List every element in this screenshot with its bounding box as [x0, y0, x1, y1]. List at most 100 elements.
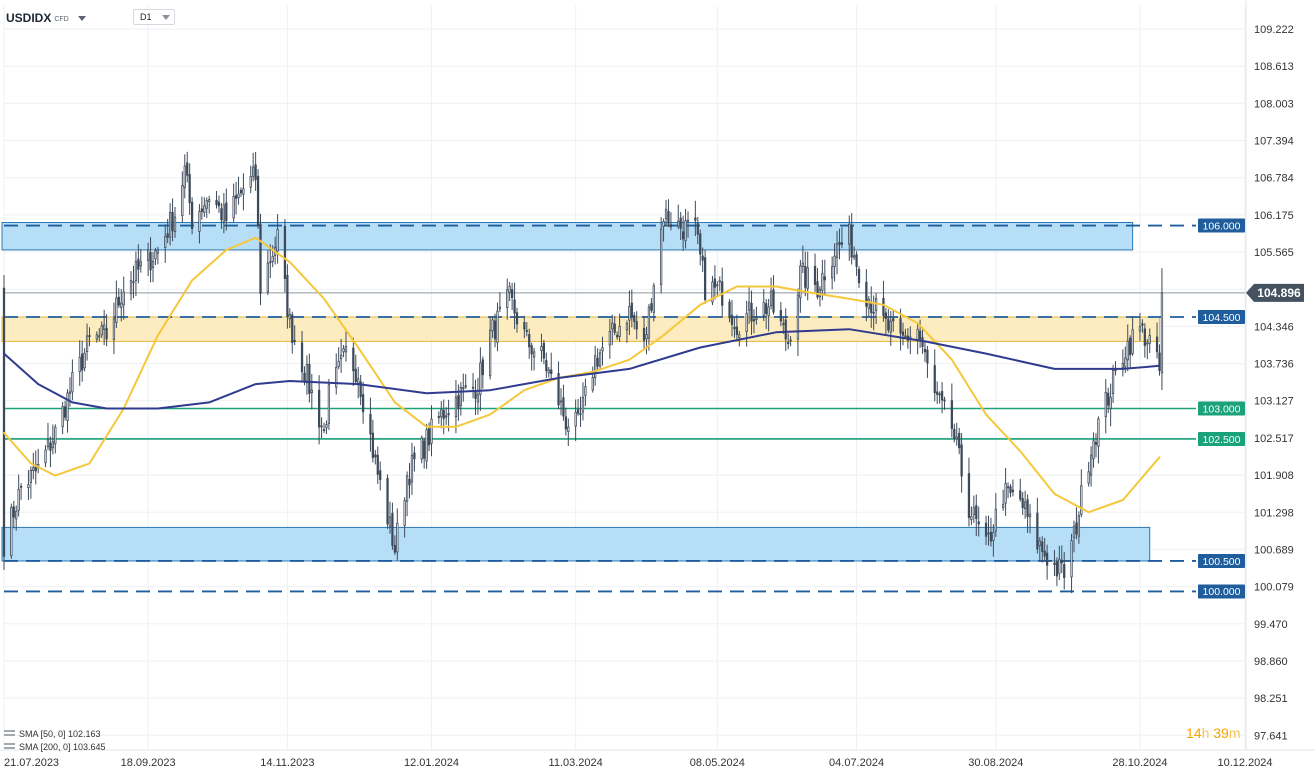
candle-body	[625, 323, 629, 331]
candle-body	[1072, 525, 1076, 538]
level-tag	[1198, 218, 1245, 233]
candle-body	[926, 349, 929, 364]
candle-body	[574, 411, 577, 427]
candle-body	[730, 314, 734, 325]
candle-body	[496, 310, 499, 343]
candle-body	[423, 440, 426, 459]
candle-body	[616, 334, 619, 338]
candle-body	[652, 285, 655, 313]
level-tag	[1198, 431, 1245, 446]
candle-body	[940, 391, 944, 401]
candles	[2, 151, 1164, 594]
level-tag-label: 102.500	[1203, 434, 1241, 446]
symbol-name[interactable]: USDIDX	[6, 11, 52, 25]
candle-body	[1019, 490, 1022, 500]
candle-body	[735, 326, 739, 335]
candle-body	[804, 266, 807, 288]
candle-body	[286, 274, 289, 318]
candle-body	[269, 261, 272, 264]
candle-body	[960, 444, 963, 477]
symbol-type: CFD	[54, 16, 69, 23]
candle-body	[718, 280, 721, 283]
y-tick-label: 106.175	[1254, 210, 1294, 222]
countdown-m-unit: m	[1228, 725, 1241, 741]
candle-body	[1109, 396, 1112, 409]
legend-sma200[interactable]: SMA [200, 0] 103.645	[4, 741, 106, 753]
candle-body	[782, 323, 785, 325]
candle-body	[987, 532, 990, 535]
legend-menu-icon[interactable]	[4, 729, 15, 739]
candle-body	[686, 219, 690, 222]
level-tag	[1198, 553, 1245, 568]
candle-body	[667, 211, 670, 224]
candle-body	[447, 413, 450, 416]
candle-body	[762, 302, 765, 316]
candle-body	[376, 454, 379, 475]
candle-body	[200, 208, 204, 212]
candle-body	[755, 317, 758, 320]
candle-body	[769, 290, 773, 306]
candle-body	[628, 306, 631, 321]
candle-body	[613, 323, 616, 333]
candle-body	[339, 354, 343, 360]
candle-body	[789, 339, 792, 342]
candle-body	[403, 500, 406, 526]
legend-sma50-label: SMA [50, 0] 102.163	[19, 729, 101, 739]
candle-body	[1158, 352, 1161, 371]
candle-body	[1160, 292, 1164, 374]
symbol-dropdown-icon[interactable]	[77, 15, 86, 21]
candle-body	[276, 229, 279, 252]
candle-body	[525, 330, 528, 332]
candle-body	[68, 391, 72, 394]
candle-body	[464, 385, 467, 388]
candle-body	[576, 409, 580, 414]
candle-body	[103, 324, 106, 330]
zones	[1, 221, 1160, 562]
timeframe-select[interactable]: D1	[133, 9, 175, 25]
highlight-zone	[1, 316, 1160, 342]
candle-body	[532, 351, 536, 358]
candle-body	[611, 322, 614, 330]
candle-body	[288, 313, 291, 320]
candle-body	[171, 211, 174, 232]
candle-body	[515, 312, 519, 325]
candle-body	[994, 508, 997, 532]
candle-body	[151, 260, 155, 268]
candle-body	[71, 372, 74, 393]
candle-body	[635, 321, 638, 330]
candle-body	[584, 386, 587, 396]
candle-body	[870, 302, 873, 313]
candle-body	[938, 393, 941, 396]
candle-body	[679, 217, 682, 229]
candle-body	[420, 437, 423, 460]
candle-body	[1055, 561, 1059, 577]
y-tick-label: 108.613	[1254, 61, 1294, 73]
candle-body	[831, 266, 834, 279]
candle-body	[542, 342, 546, 359]
candle-body	[816, 281, 819, 298]
x-tick-label: 14.11.2023	[260, 757, 314, 769]
y-tick-label: 100.689	[1254, 544, 1294, 556]
candle-body	[745, 312, 748, 333]
candle-body	[410, 455, 414, 483]
candle-body	[933, 365, 936, 394]
candle-body	[493, 320, 497, 340]
candle-body	[642, 327, 646, 341]
candle-body	[322, 429, 326, 431]
y-tick-label: 103.127	[1254, 396, 1294, 408]
candle-body	[78, 356, 81, 373]
legend-sma50[interactable]: SMA [50, 0] 102.163	[4, 728, 101, 740]
x-tick-label: 11.03.2024	[549, 757, 603, 769]
candle-body	[215, 199, 218, 206]
price-tags: 106.000 104.500 103.000 102.500 100.500 100.0…	[1198, 218, 1304, 599]
candle-body	[567, 426, 570, 432]
candle-body	[310, 389, 313, 394]
candle-body	[232, 196, 235, 219]
moving-averages	[3, 236, 1161, 514]
legend-menu-icon[interactable]	[4, 742, 15, 752]
y-tick-label: 98.860	[1254, 656, 1288, 668]
candle-body	[181, 185, 184, 216]
candle-body	[320, 425, 323, 428]
candle-body	[344, 346, 348, 353]
